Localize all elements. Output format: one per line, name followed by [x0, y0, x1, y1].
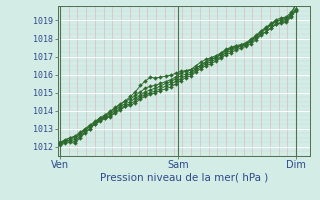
X-axis label: Pression niveau de la mer( hPa ): Pression niveau de la mer( hPa )	[100, 173, 268, 183]
